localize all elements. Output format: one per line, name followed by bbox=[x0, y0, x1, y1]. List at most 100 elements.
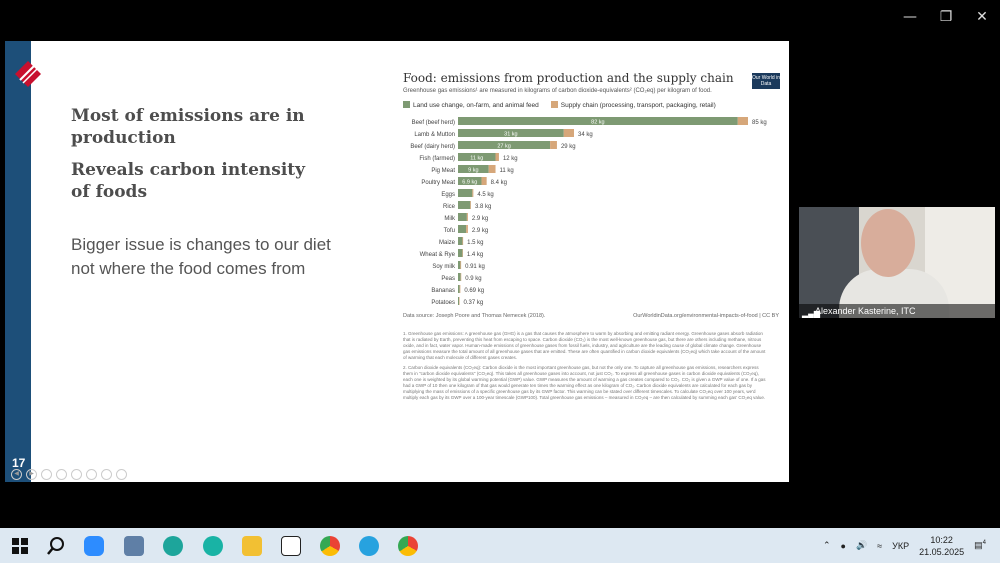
system-tray: ⌃ ● 🔊 ≈ УКР 10:22 21.05.2025 ▤4 bbox=[823, 528, 1000, 563]
bar-supply-chain bbox=[472, 189, 474, 197]
slide-heading-1: Most of emissions are in production bbox=[71, 106, 305, 148]
explorer-icon[interactable] bbox=[242, 536, 262, 556]
bar-total-label: 2.9 kg bbox=[472, 216, 488, 222]
zoom-icon[interactable] bbox=[84, 536, 104, 556]
bar-inner-label: 9 kg bbox=[468, 168, 478, 174]
restore-button[interactable]: ❐ bbox=[939, 9, 953, 25]
bar-land-use bbox=[458, 153, 496, 161]
chrome-icon[interactable] bbox=[320, 536, 340, 556]
bar-supply-chain bbox=[460, 261, 462, 269]
bar-supply-chain bbox=[459, 285, 461, 293]
category-label: Peas bbox=[441, 276, 455, 282]
bar-total-label: 0.69 kg bbox=[464, 288, 484, 294]
pointer-icon[interactable] bbox=[56, 469, 67, 480]
source-left: Data source: Joseph Poore and Thomas Nem… bbox=[403, 313, 546, 319]
chrome2-icon[interactable] bbox=[398, 536, 418, 556]
bar-land-use bbox=[458, 261, 461, 269]
category-label: Pig Meat bbox=[431, 168, 455, 174]
bar-land-use bbox=[458, 213, 467, 221]
bar-inner-label: 6.9 kg bbox=[462, 180, 477, 186]
legend-label: Supply chain (processing, transport, pac… bbox=[560, 102, 716, 109]
category-label: Beef (dairy herd) bbox=[410, 144, 455, 150]
bar-total-label: 1.4 kg bbox=[467, 252, 483, 258]
bar-land-use bbox=[458, 225, 467, 233]
footnote-2: 2. Carbon dioxide equivalents (CO₂eq): C… bbox=[403, 365, 766, 400]
claws-icon[interactable] bbox=[203, 536, 223, 556]
volume-icon[interactable]: 🔊 bbox=[855, 540, 868, 550]
capcut-icon[interactable] bbox=[281, 536, 301, 556]
bar-total-label: 1.5 kg bbox=[467, 240, 483, 246]
microphone-icon[interactable]: ● bbox=[840, 540, 846, 551]
notification-count: 4 bbox=[982, 540, 986, 546]
grid-icon[interactable] bbox=[86, 469, 97, 480]
slide-number: 17 bbox=[12, 456, 26, 470]
zoom-icon[interactable] bbox=[71, 469, 82, 480]
category-label: Beef (beef herd) bbox=[412, 120, 455, 126]
bar-land-use bbox=[458, 201, 471, 209]
wifi-icon[interactable]: ≈ bbox=[877, 540, 883, 551]
bar-land-use bbox=[458, 129, 564, 137]
bar-total-label: 0.37 kg bbox=[464, 300, 484, 306]
legend-item-supply-chain: Supply chain (processing, transport, pac… bbox=[550, 101, 716, 109]
more-icon[interactable] bbox=[116, 469, 127, 480]
bar-supply-chain bbox=[462, 249, 463, 257]
next-slide-icon[interactable]: ▶ bbox=[26, 469, 37, 480]
bar-total-label: 4.5 kg bbox=[477, 192, 493, 198]
minimize-button[interactable]: — bbox=[903, 9, 917, 25]
bar-total-label: 8.4 kg bbox=[491, 180, 507, 186]
notification-icon[interactable]: ▤4 bbox=[974, 540, 986, 550]
category-label: Fish (farmed) bbox=[419, 156, 455, 162]
category-label: Rice bbox=[443, 204, 456, 210]
bar-supply-chain bbox=[488, 165, 496, 173]
bar-supply-chain bbox=[470, 201, 471, 209]
language-indicator[interactable]: УКР bbox=[892, 540, 910, 551]
participant-head bbox=[861, 209, 915, 277]
bar-supply-chain bbox=[466, 213, 468, 221]
legend-item-land-use: Land use change, on-farm, and animal fee… bbox=[403, 101, 539, 109]
bar-total-label: 11 kg bbox=[500, 168, 514, 174]
bar-supply-chain bbox=[460, 273, 462, 281]
search-icon[interactable] bbox=[46, 536, 66, 556]
chart-subtitle: Greenhouse gas emissions¹ are measured i… bbox=[403, 88, 712, 94]
presenter-logo-icon bbox=[15, 61, 41, 87]
bar-total-label: 12 kg bbox=[503, 156, 518, 162]
pen-icon[interactable] bbox=[41, 469, 52, 480]
legend-swatch bbox=[403, 101, 410, 108]
category-label: Wheat & Rye bbox=[420, 252, 456, 258]
bar-inner-label: 31 kg bbox=[504, 132, 517, 138]
slide-body-text: Bigger issue is changes to our diet not … bbox=[71, 235, 331, 278]
category-label: Eggs bbox=[441, 192, 455, 198]
bar-land-use bbox=[458, 177, 482, 185]
edge-icon[interactable] bbox=[163, 536, 183, 556]
bar-land-use bbox=[458, 285, 460, 293]
captions-icon[interactable] bbox=[101, 469, 112, 480]
clock-time: 10:22 bbox=[930, 534, 953, 545]
chart-source: Data source: Joseph Poore and Thomas Nem… bbox=[403, 313, 779, 319]
category-label: Soy milk bbox=[432, 264, 456, 270]
bar-supply-chain bbox=[563, 129, 574, 137]
chart-figure: Food: emissions from production and the … bbox=[403, 71, 785, 405]
chart-title: Food: emissions from production and the … bbox=[403, 71, 734, 85]
clock[interactable]: 10:22 21.05.2025 bbox=[919, 534, 964, 558]
category-label: Bananas bbox=[431, 288, 455, 294]
windows-icon[interactable] bbox=[10, 536, 30, 556]
slide-toolbar: ◀ ▶ bbox=[11, 469, 127, 480]
slide-heading-2: Reveals carbon intensity of foods bbox=[71, 160, 306, 202]
bar-supply-chain bbox=[481, 177, 487, 185]
source-right: OurWorldinData.org/environmental-impacts… bbox=[633, 313, 779, 319]
participant-video[interactable]: ▂▄▆ Alexander Kasterine, ITC bbox=[799, 207, 995, 318]
owid-logo: Our World in Data bbox=[752, 73, 780, 89]
chevron-up-icon[interactable]: ⌃ bbox=[822, 540, 831, 550]
signal-icon: ▂▄▆ bbox=[802, 309, 820, 318]
bar-supply-chain bbox=[466, 225, 468, 233]
taskbar: ⌃ ● 🔊 ≈ УКР 10:22 21.05.2025 ▤4 bbox=[0, 528, 1000, 563]
telegram-icon[interactable] bbox=[359, 536, 379, 556]
category-label: Lamb & Mutton bbox=[414, 132, 455, 138]
files-icon[interactable] bbox=[124, 536, 144, 556]
bar-supply-chain bbox=[550, 141, 557, 149]
chart-footnotes: 1. Greenhouse gas emissions: A greenhous… bbox=[403, 331, 769, 401]
bar-total-label: 85 kg bbox=[752, 120, 767, 126]
close-button[interactable]: ✕ bbox=[976, 9, 988, 25]
prev-slide-icon[interactable]: ◀ bbox=[11, 469, 22, 480]
bar-land-use bbox=[458, 117, 738, 125]
